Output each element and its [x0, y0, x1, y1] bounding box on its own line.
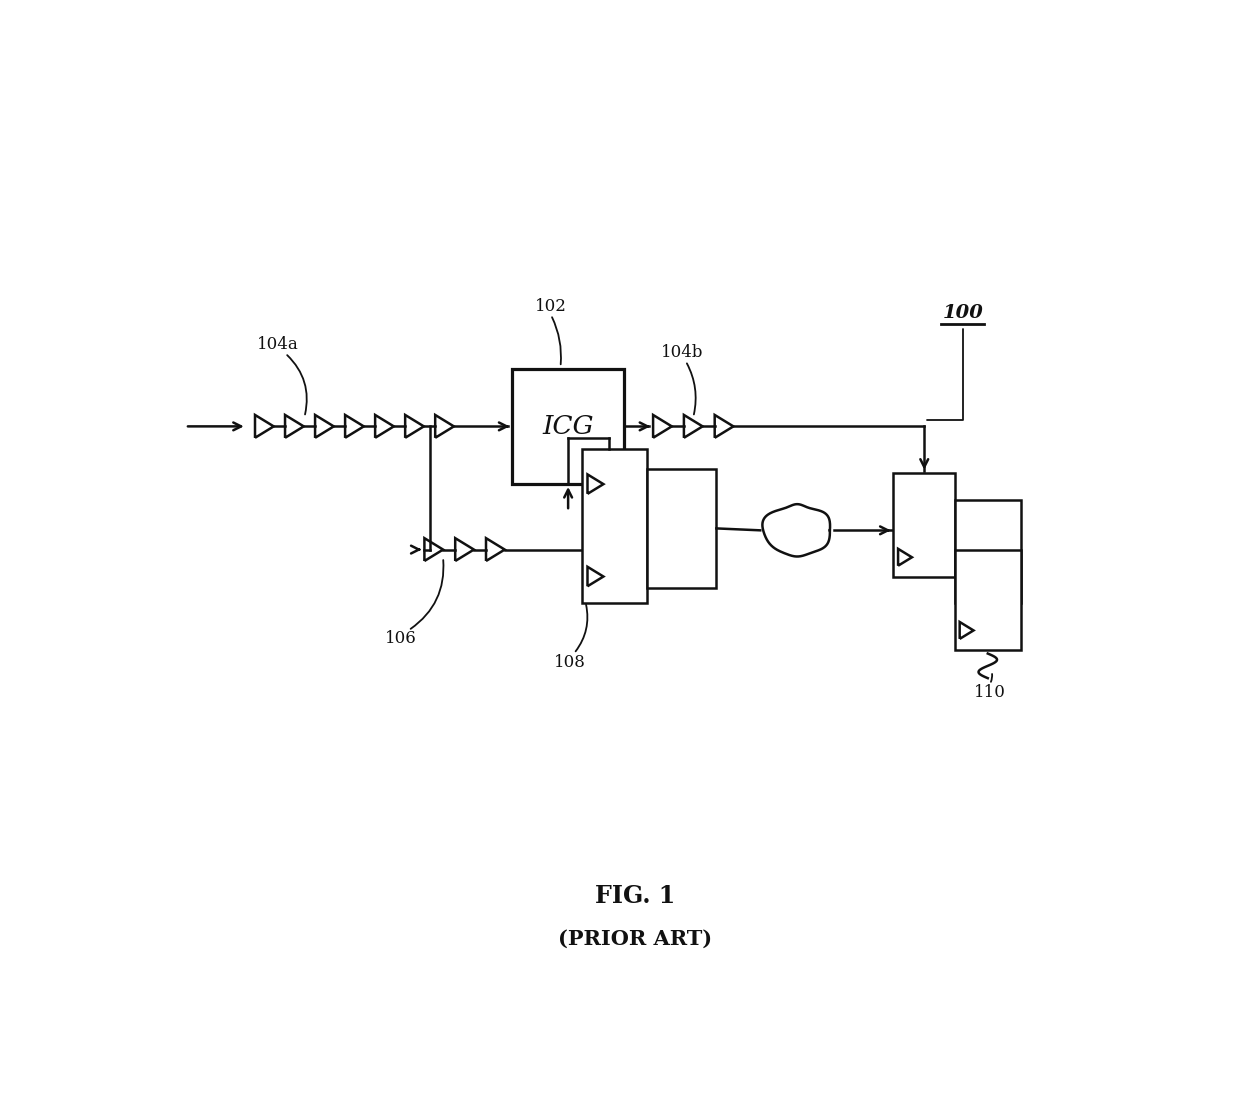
FancyBboxPatch shape [955, 550, 1021, 650]
FancyBboxPatch shape [582, 450, 647, 604]
Text: 104b: 104b [661, 344, 703, 361]
FancyBboxPatch shape [512, 369, 624, 484]
FancyBboxPatch shape [647, 468, 717, 588]
Text: 110: 110 [973, 684, 1006, 701]
Text: 100: 100 [942, 304, 983, 323]
FancyBboxPatch shape [894, 473, 955, 576]
FancyBboxPatch shape [955, 499, 1021, 604]
Text: (PRIOR ART): (PRIOR ART) [558, 928, 713, 949]
Text: FIG. 1: FIG. 1 [595, 884, 676, 908]
Text: 108: 108 [554, 653, 587, 670]
Text: ICG: ICG [542, 414, 594, 439]
Text: 104a: 104a [257, 336, 299, 354]
Text: 102: 102 [534, 298, 567, 315]
Text: 106: 106 [384, 630, 417, 648]
